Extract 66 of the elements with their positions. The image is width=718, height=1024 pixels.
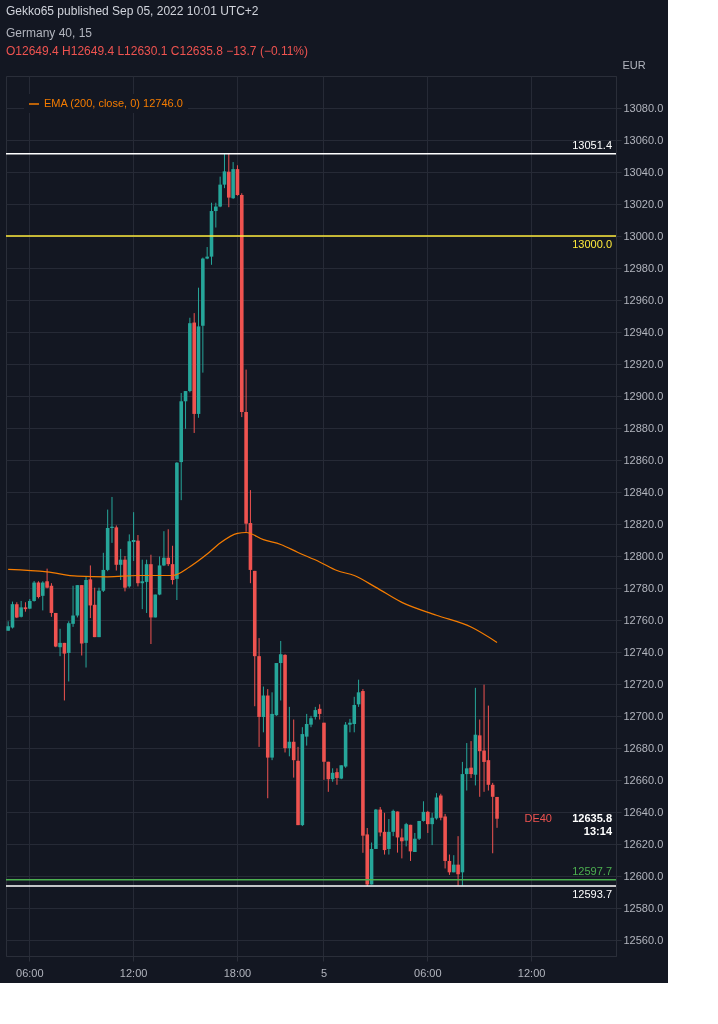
- candlestick: [426, 810, 430, 834]
- candlestick: [490, 782, 495, 854]
- x-tick-label: 12:00: [119, 966, 148, 979]
- y-tick-label: 12600.0: [623, 869, 664, 882]
- ref-line-label: 12597.7: [572, 864, 612, 877]
- y-tick-label: 12960.0: [623, 293, 664, 306]
- y-tick-label: 13020.0: [623, 197, 664, 210]
- chart-title: Germany 40, 15: [6, 26, 93, 40]
- candlestick: [469, 740, 473, 779]
- annotation: 12635.8 13:14: [572, 811, 613, 837]
- candlestick: [456, 835, 460, 887]
- y-tick-label: 12760.0: [623, 613, 664, 626]
- y-tick-label: 12680.0: [623, 741, 664, 754]
- candlestick: [40, 580, 45, 611]
- candlestick: [464, 742, 469, 792]
- candlestick: [335, 767, 339, 786]
- y-tick-label: 12740.0: [623, 645, 664, 658]
- annotation: DE40: [524, 811, 552, 824]
- y-tick-label: 12980.0: [623, 261, 664, 274]
- candlestick: [378, 806, 383, 837]
- x-tick-label: 18:00: [223, 966, 252, 979]
- candlestick: [166, 528, 171, 567]
- y-tick-label: 12860.0: [623, 453, 664, 466]
- x-tick-label: 5: [320, 966, 328, 979]
- y-tick-label: 12620.0: [623, 837, 664, 850]
- candlestick: [404, 822, 408, 847]
- y-tick-label: 13040.0: [623, 165, 664, 178]
- text: Gekko65 published Sep 05, 2022 10:01 UTC+2: [6, 4, 259, 18]
- y-tick-label: 12820.0: [623, 517, 664, 530]
- candlestick: [218, 176, 222, 208]
- y-tick-label: 12560.0: [623, 933, 664, 946]
- y-tick-label: 13000.0: [623, 229, 664, 242]
- legend-label: EMA (200, close, 0) 12746.0: [44, 97, 183, 109]
- ref-line-label: 13051.4: [572, 138, 612, 151]
- y-tick-label: 12900.0: [623, 389, 664, 402]
- candlestick: [278, 640, 283, 701]
- candlestick: [430, 812, 434, 846]
- y-tick-label: 12720.0: [623, 677, 664, 690]
- line-series: [7, 531, 498, 643]
- candlestick: [58, 628, 62, 657]
- candlestick: [482, 684, 486, 793]
- ref-line-label: 12593.7: [572, 888, 612, 901]
- y-tick-label: 12920.0: [623, 357, 664, 370]
- y-tick-label: 12840.0: [623, 485, 664, 498]
- y-tick-label: 13060.0: [623, 133, 664, 146]
- candlestick: [162, 530, 166, 567]
- x-tick-label: 12:00: [517, 966, 546, 979]
- y-axis-title: EUR: [622, 58, 646, 71]
- ref-line-label: 13000.0: [572, 238, 612, 250]
- y-tick-label: 13080.0: [623, 101, 664, 114]
- y-tick-label: 12660.0: [623, 773, 664, 786]
- chart-subtitle: O12649.4 H12649.4 L12630.1 C12635.8 −13.7 (−0.11%): [6, 44, 309, 58]
- candlestick: [140, 559, 145, 610]
- y-tick-label: 12800.0: [623, 549, 664, 562]
- candlestick: [400, 828, 404, 859]
- y-tick-label: 12940.0: [623, 325, 664, 338]
- y-tick-label: 12580.0: [623, 901, 664, 914]
- x-tick-label: 06:00: [16, 966, 44, 979]
- x-tick-label: 06:00: [414, 966, 442, 979]
- candlestick: [214, 202, 218, 229]
- y-tick-label: 12880.0: [623, 421, 664, 434]
- y-tick-label: 12640.0: [623, 805, 664, 818]
- y-tick-label: 12780.0: [623, 581, 664, 594]
- y-tick-label: 12700.0: [623, 709, 664, 722]
- candlestick: [352, 696, 357, 733]
- candlestick: [495, 796, 499, 829]
